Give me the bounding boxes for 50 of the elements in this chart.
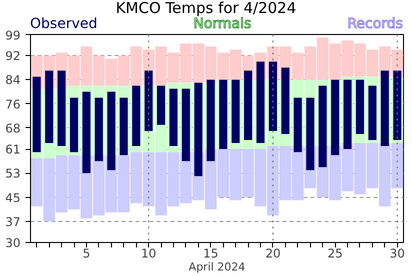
x-tick-label: 25 — [327, 246, 343, 260]
bar — [344, 80, 352, 150]
y-tick-label: 68 — [5, 121, 21, 136]
bar — [182, 88, 190, 162]
y-tick-label: 99 — [5, 28, 21, 42]
bar — [32, 76, 41, 152]
y-tick-label: 53 — [5, 166, 21, 181]
text: Normals — [193, 16, 252, 32]
bar — [268, 62, 277, 131]
bar — [94, 98, 103, 162]
bar — [206, 80, 215, 162]
bar — [281, 68, 290, 134]
x-tick-label: 15 — [203, 246, 218, 260]
bar — [194, 82, 202, 176]
bar — [244, 70, 252, 140]
text: Observed — [30, 16, 98, 32]
x-tick-label: 20 — [265, 246, 281, 260]
bar — [256, 62, 265, 144]
y-tick-label: 76 — [5, 97, 21, 112]
bar — [368, 86, 376, 140]
bar — [70, 98, 78, 152]
bar — [380, 70, 389, 146]
bar — [331, 80, 340, 156]
bar — [58, 70, 66, 146]
bar — [232, 80, 240, 144]
x-axis-title: April 2024 — [188, 260, 246, 274]
bar — [393, 70, 402, 140]
x-tick-label: 5 — [82, 246, 90, 260]
bar — [120, 98, 128, 156]
y-tick-label: 84 — [5, 73, 21, 88]
bar — [107, 92, 116, 170]
bar — [45, 70, 54, 144]
bar — [294, 98, 302, 152]
bar — [132, 86, 140, 146]
bar — [356, 80, 364, 134]
chart-title: KMCO Temps for 4/2024 — [114, 0, 298, 17]
bar — [144, 70, 153, 131]
bar — [169, 88, 178, 146]
x-tick-label: 10 — [140, 246, 156, 260]
y-tick-label: 37 — [5, 214, 21, 229]
series-label: Records — [347, 16, 403, 32]
bar — [318, 86, 327, 168]
y-tick-label: 45 — [5, 190, 21, 205]
y-tick-label: 30 — [5, 236, 21, 250]
y-tick-label: 92 — [5, 49, 21, 64]
bar — [82, 92, 90, 174]
bar — [306, 98, 314, 170]
y-tick-label: 61 — [5, 142, 21, 157]
x-tick-label: 30 — [390, 246, 405, 260]
bar — [157, 86, 166, 125]
